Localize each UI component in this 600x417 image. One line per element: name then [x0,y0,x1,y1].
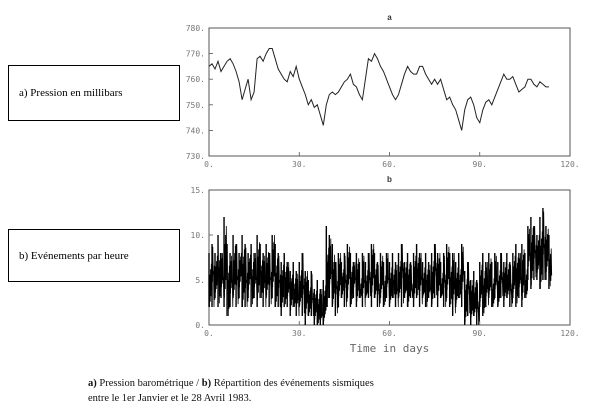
caption-b-text: Répartition des événements sismiques [211,378,374,389]
caption-a-text: Pression barométrique / [96,378,202,389]
y-tick-label-b-3: 15. [191,186,205,195]
x-tick-label-a-0: 0. [204,160,214,169]
label-box-pressure: a) Pression en millibars [8,65,180,121]
figure-caption: a) Pression barométrique / b) Répartitio… [88,376,374,406]
chart-title-a: a [387,13,392,22]
x-tick-label-b-2: 60. [382,329,396,338]
y-tick-label-a-0: 730. [186,152,205,161]
caption-b-marker: b) [201,378,212,389]
x-axis-label-b: Time in days [350,342,429,355]
caption-line-2: entre le 1er Janvier et le 28 Avril 1983… [88,393,252,404]
chart-b-events: b 0. 30. 60. 90. 120. 0. 5. 10. 15. Time in days [191,175,580,355]
y-tick-label-a-2: 750. [186,101,205,110]
y-tick-label-a-3: 760. [186,75,205,84]
y-tick-label-b-1: 5. [195,276,205,285]
x-tick-label-a-2: 60. [382,160,396,169]
x-tick-label-b-0: 0. [204,329,214,338]
label-pressure: a) Pression en millibars [19,87,123,99]
x-tick-label-a-4: 120. [560,160,579,169]
label-events: b) Evénements par heure [19,249,129,262]
pressure-series-line [208,48,549,131]
x-tick-label-b-4: 120. [560,329,579,338]
y-tick-label-b-2: 10. [191,231,205,240]
caption-line-1: a) Pression barométrique / b) Répartitio… [88,376,374,391]
x-tick-label-b-1: 30. [292,329,306,338]
caption-a-marker: a) [88,378,97,389]
x-tick-label-b-3: 90. [473,329,487,338]
x-tick-label-a-1: 30. [292,160,306,169]
x-tick-label-a-3: 90. [473,160,487,169]
y-tick-label-a-5: 780. [186,24,205,33]
chart-a-pressure: a 0. 30. 60. 90. 120. 730. 740. 750. 760. 770. 780. [186,13,580,169]
plot-frame-a [208,27,571,157]
label-box-events: b) Evénements par heure [8,229,180,282]
events-series-trace [208,211,553,326]
y-tick-label-a-1: 740. [186,126,205,135]
chart-title-b: b [387,175,392,184]
y-tick-label-b-0: 0. [195,321,205,330]
y-tick-label-a-4: 770. [186,50,205,59]
